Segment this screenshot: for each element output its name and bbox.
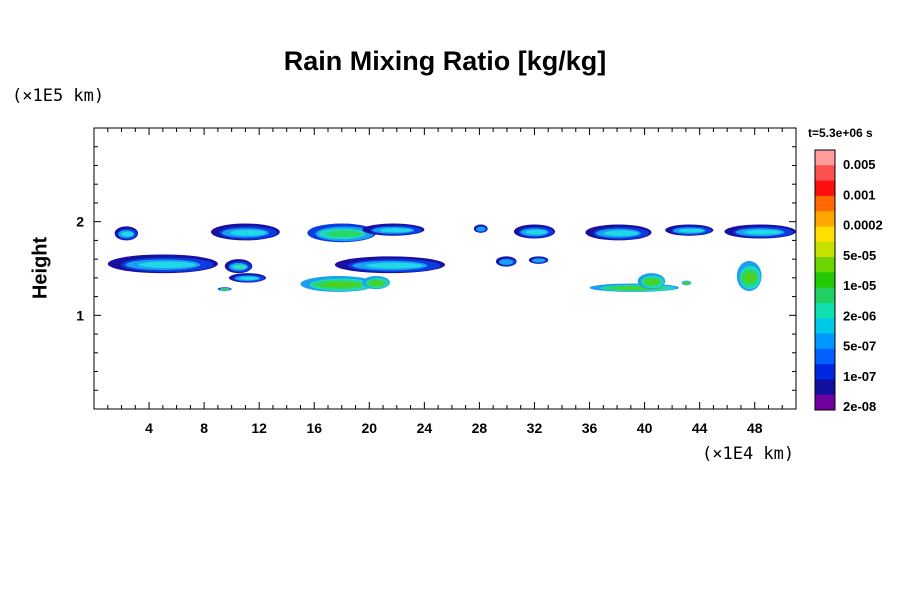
rain-contour-2 <box>532 258 546 263</box>
rain-region <box>637 273 666 290</box>
colorbar-swatch <box>815 241 835 258</box>
y-tick-label: 2 <box>76 214 84 230</box>
rain-contour-3 <box>684 282 690 285</box>
colorbar-swatch <box>815 394 835 411</box>
colorbar-swatch <box>815 165 835 182</box>
x-tick-label: 20 <box>362 420 378 436</box>
rain-contour-3 <box>678 228 704 233</box>
y-axis-unit: (×1E5 km) <box>12 86 105 106</box>
x-tick-label: 32 <box>527 420 543 436</box>
rain-region <box>334 256 445 274</box>
colorbar-swatch <box>815 195 835 212</box>
x-axis-unit: (×1E4 km) <box>702 444 795 464</box>
rain-contour-3 <box>326 230 363 238</box>
rain-region <box>228 273 267 283</box>
rain-region <box>362 275 390 290</box>
colorbar-swatch <box>815 226 835 243</box>
rain-contour-3 <box>370 280 385 286</box>
rain-contour-3 <box>603 230 639 236</box>
rain-contour-3 <box>232 264 247 270</box>
colorbar-swatch <box>815 333 835 350</box>
rain-region <box>724 224 797 239</box>
colorbar-label: 2e-08 <box>843 399 876 414</box>
rain-region <box>362 223 425 236</box>
rain-region <box>513 224 556 239</box>
time-label: t=5.3e+06 s <box>808 126 873 140</box>
rain-contour-3 <box>321 282 362 288</box>
rain-contour-3 <box>121 231 134 237</box>
rain-region <box>495 256 517 267</box>
colorbar-swatch <box>815 211 835 227</box>
rain-region <box>585 224 652 241</box>
rain-region <box>211 223 280 241</box>
colorbar-label: 1e-07 <box>843 369 876 384</box>
rain-contour-3 <box>645 279 660 285</box>
rain-region <box>589 283 679 292</box>
x-tick-label: 28 <box>472 420 488 436</box>
colorbar-swatch <box>815 287 835 304</box>
colorbar-swatch <box>815 180 835 197</box>
x-tick-label: 8 <box>200 420 208 436</box>
colorbar-label: 5e-05 <box>843 248 876 263</box>
rain-contour-3 <box>221 288 229 291</box>
x-tick-label: 16 <box>306 420 322 436</box>
colorbar-swatch <box>815 364 835 380</box>
rain-contour-3 <box>365 262 423 269</box>
rain-contour-3 <box>743 272 757 283</box>
colorbar-label: 2e-06 <box>843 308 876 323</box>
x-tick-label: 4 <box>145 420 153 436</box>
x-tick-label: 44 <box>692 420 708 436</box>
x-tick-label: 36 <box>582 420 598 436</box>
colorbar-swatch <box>815 348 835 365</box>
colorbar-label: 0.0002 <box>843 218 883 233</box>
y-tick-label: 1 <box>76 307 84 323</box>
rain-region <box>224 259 253 274</box>
colorbar-label: 1e-05 <box>843 278 876 293</box>
colorbar-swatch <box>815 318 835 335</box>
rain-region <box>665 224 714 236</box>
rain-contour-2 <box>476 226 486 232</box>
rain-region <box>307 223 377 243</box>
rain-region <box>107 254 218 274</box>
colorbar-swatch <box>815 302 835 319</box>
colorbar-frame <box>814 149 836 411</box>
rain-contour-3 <box>230 229 267 236</box>
rain-region <box>681 280 692 286</box>
rain-region <box>300 275 377 292</box>
x-tick-label: 40 <box>637 420 653 436</box>
plot-frame <box>93 127 797 410</box>
x-tick-label: 24 <box>417 420 433 436</box>
colorbar-swatch <box>815 150 835 166</box>
colorbar-label: 5e-07 <box>843 339 876 354</box>
rain-region <box>114 226 139 241</box>
colorbar-swatch <box>815 272 835 289</box>
colorbar-label: 0.005 <box>843 157 876 172</box>
colorbar: 0.005 0.001 0.0002 5e-05 1e-05 2e-06 5e-07 1e-0… <box>814 149 883 414</box>
rain-contour-2 <box>499 259 514 265</box>
colorbar-swatch <box>815 379 835 396</box>
chart-title: Rain Mixing Ratio [kg/kg] <box>283 46 607 76</box>
x-tick-label: 12 <box>251 420 267 436</box>
rain-contour-3 <box>239 276 259 280</box>
rain-region <box>473 224 488 233</box>
rain-region <box>736 261 762 291</box>
rain-contour-3 <box>138 261 196 268</box>
rain-region <box>217 287 232 291</box>
x-tick-label: 48 <box>747 420 763 436</box>
plot-regions <box>107 223 797 292</box>
colorbar-label: 0.001 <box>843 187 876 202</box>
rain-contour-3 <box>379 228 412 233</box>
colorbar-swatch <box>815 257 835 273</box>
rain-contour-3 <box>525 229 547 235</box>
rain-contour-3 <box>744 229 782 235</box>
rain-region <box>528 256 549 264</box>
